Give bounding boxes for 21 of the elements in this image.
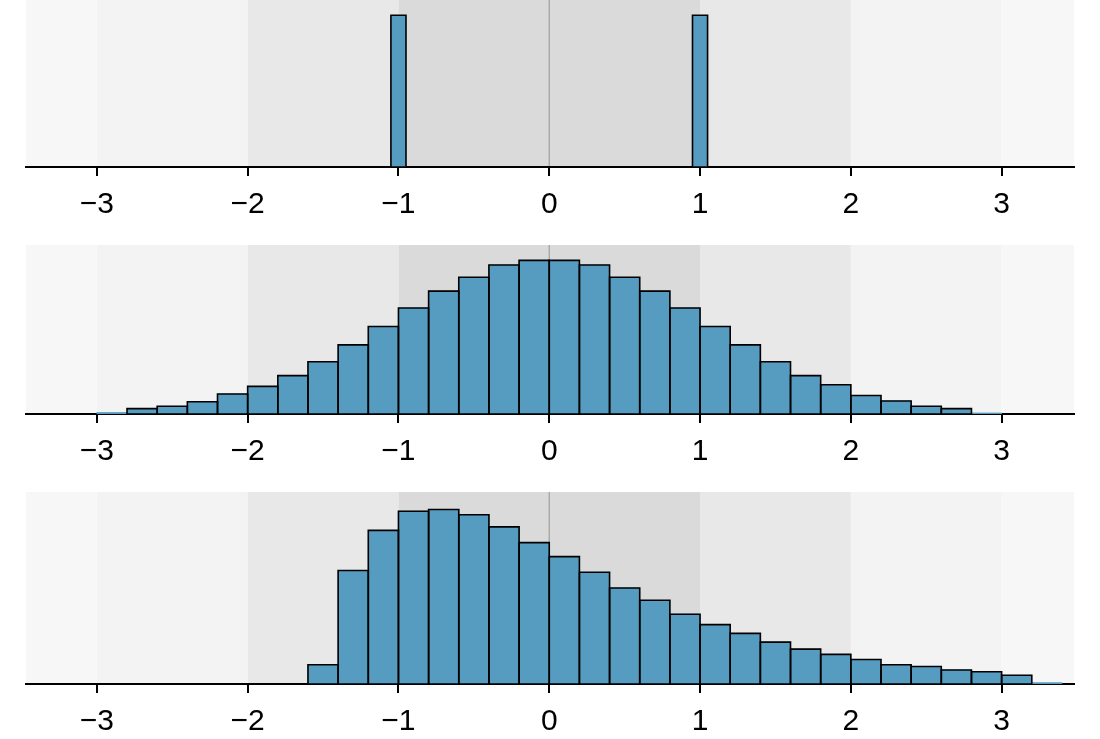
x-tick-label: 2 <box>842 433 860 467</box>
x-tick-label: −1 <box>381 433 416 467</box>
x-tick-label: 2 <box>842 703 860 737</box>
x-tick-label: −3 <box>79 186 114 220</box>
x-tick-label: 3 <box>993 433 1010 467</box>
x-tick-label: 3 <box>993 703 1010 737</box>
x-tick-label: −2 <box>230 433 265 467</box>
x-tick-label: −1 <box>381 703 416 737</box>
x-tick-label: −2 <box>230 186 265 220</box>
x-tick-label: −1 <box>381 186 416 220</box>
x-tick-label: 0 <box>540 433 558 467</box>
x-tick-label: −3 <box>79 433 114 467</box>
x-tick-label: 3 <box>993 186 1010 220</box>
x-tick-label: −2 <box>230 703 265 737</box>
x-tick-label: 1 <box>691 186 709 220</box>
x-tick-label: 0 <box>540 186 558 220</box>
x-tick-label: 1 <box>691 703 709 737</box>
x-tick-label: 2 <box>842 186 860 220</box>
x-tick-label: 0 <box>540 703 558 737</box>
x-tick-label: 1 <box>691 433 709 467</box>
x-tick-label: −3 <box>79 703 114 737</box>
